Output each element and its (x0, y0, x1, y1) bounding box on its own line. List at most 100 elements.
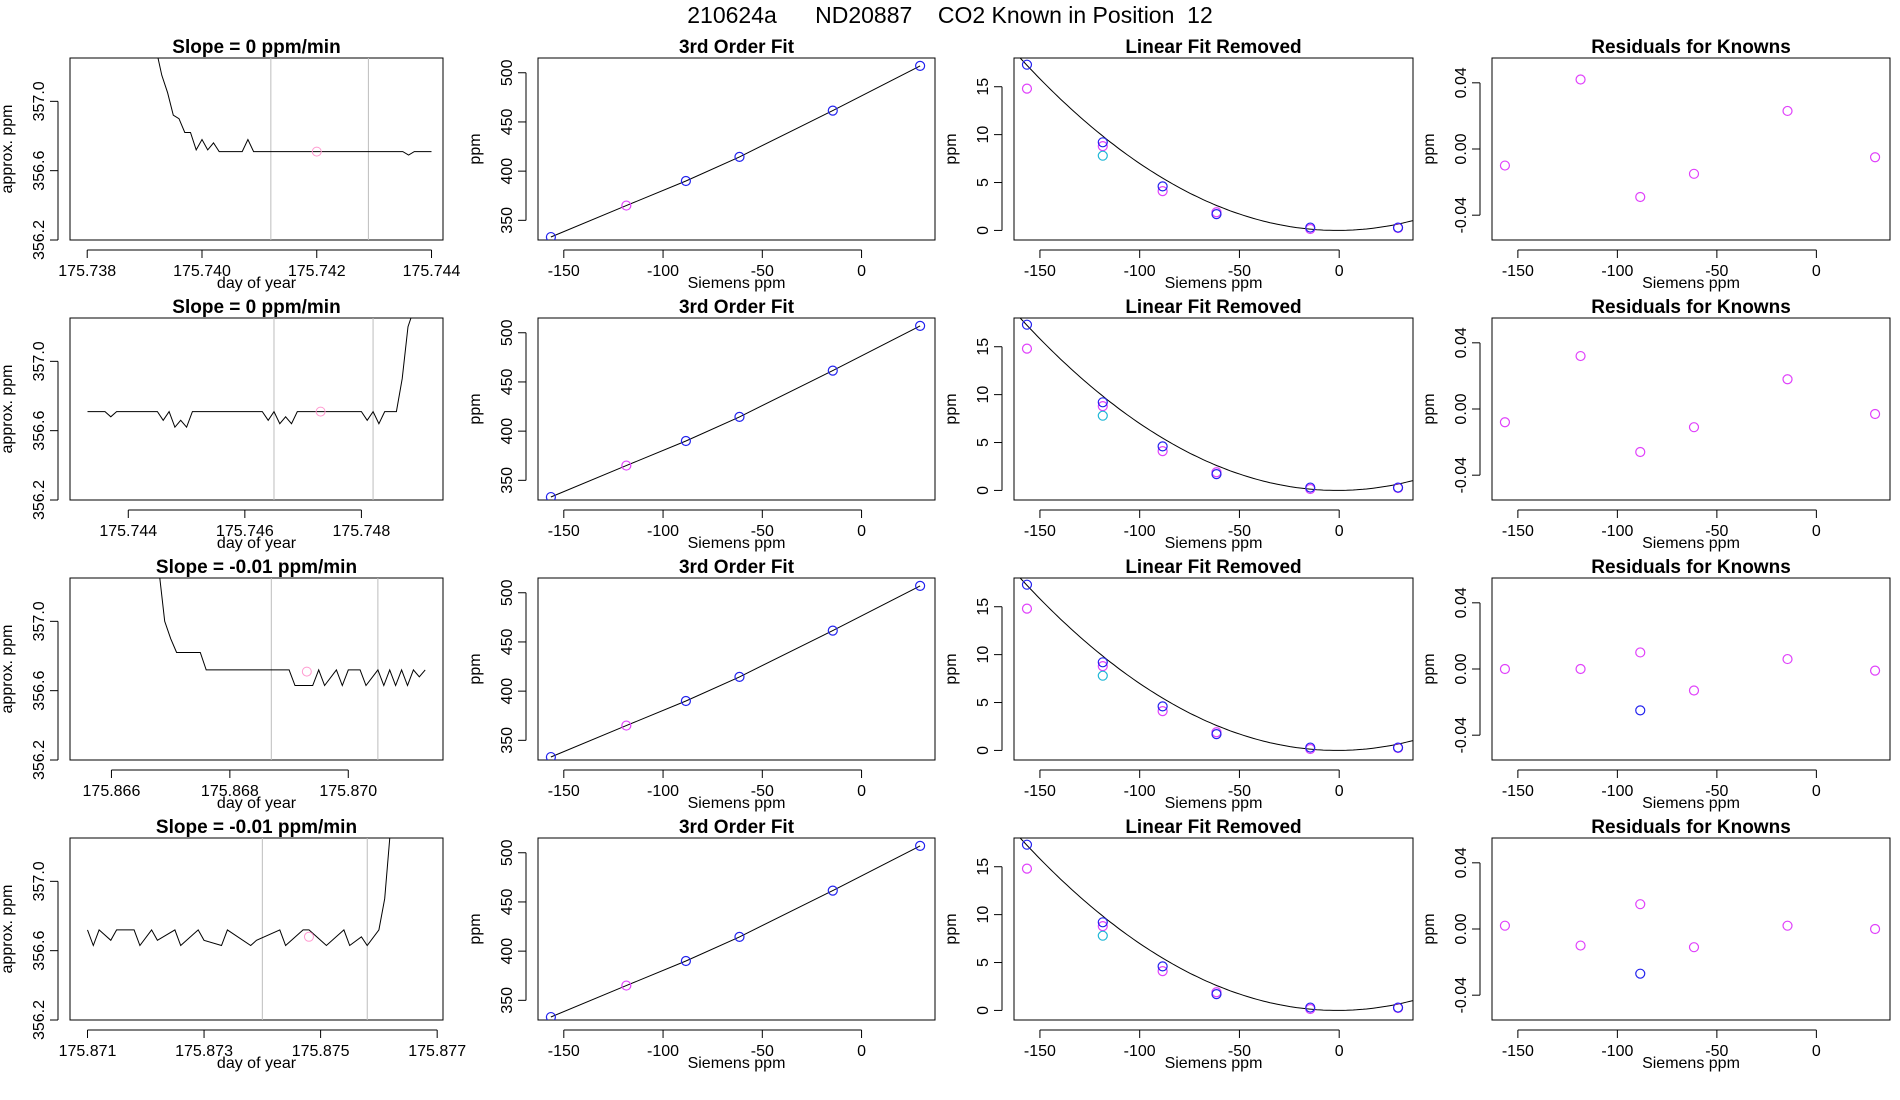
plot-area (159, 578, 426, 760)
chart-title: Residuals for Knowns (1591, 37, 1791, 58)
blue-point (1305, 222, 1316, 233)
y-tick-label: 0.04 (1453, 587, 1470, 618)
y-tick-label: 15 (975, 78, 992, 96)
data-point (827, 885, 838, 896)
x-tick-label: -100 (1601, 1043, 1633, 1060)
y-axis-label: approx. ppm (0, 105, 16, 194)
data-point (680, 175, 691, 187)
x-tick-label: -50 (1228, 523, 1251, 540)
x-tick-label: -50 (751, 263, 774, 280)
chart-title: Slope = 0 ppm/min (172, 37, 340, 58)
plot-frame (69, 577, 444, 761)
x-tick-label: -150 (548, 783, 580, 800)
residual-point (1869, 923, 1881, 935)
y-tick-label: 356.2 (31, 740, 48, 780)
x-tick-label: -100 (1601, 783, 1633, 800)
chart-title: Slope = -0.01 ppm/min (156, 817, 357, 838)
y-axis-label: ppm (943, 133, 960, 164)
blue-point (1021, 319, 1033, 330)
data-point (621, 720, 632, 731)
x-axis-label: Siemens ppm (1642, 1055, 1740, 1072)
x-tick-label: -50 (751, 1043, 774, 1060)
residual-point-blue (1635, 968, 1646, 979)
cyan-point (1097, 150, 1108, 161)
x-tick-label: 175.873 (175, 1043, 233, 1060)
y-tick-label: 0.04 (1453, 847, 1470, 878)
y-tick-label: 350 (499, 207, 516, 234)
y-tick-label: 0 (975, 1006, 992, 1015)
blue-point (1157, 181, 1168, 192)
plot-area (545, 320, 926, 500)
plot-frame (1491, 837, 1891, 1021)
plot-frame (1013, 317, 1414, 501)
x-axis-label: day of year (217, 535, 297, 552)
series-line (87, 318, 412, 429)
chart-panel-fit-3: 3rd Order Fit -150 -100 -50 0 Siemens ppm 350 4… (467, 817, 936, 1072)
series-line (157, 58, 432, 156)
y-tick-label: 450 (499, 889, 516, 916)
chart-title: Linear Fit Removed (1125, 817, 1301, 838)
residual-point (1635, 899, 1646, 910)
chart-panel-fit-1: 3rd Order Fit -150 -100 -50 0 Siemens ppm 350 4… (467, 297, 936, 552)
x-tick-label: 175.740 (173, 263, 231, 280)
x-tick-label: 175.738 (58, 263, 116, 280)
x-tick-label: -50 (1228, 783, 1251, 800)
blue-point (1157, 961, 1168, 972)
quadratic-curve (1019, 578, 1413, 751)
x-axis-label: day of year (217, 1055, 297, 1072)
y-tick-label: 0.00 (1453, 133, 1470, 164)
x-tick-label: 175.742 (288, 263, 346, 280)
residual-point (1575, 663, 1586, 675)
x-tick-label: -50 (1705, 523, 1728, 540)
chart-title: 3rd Order Fit (679, 37, 795, 58)
residual-point-blue (1635, 705, 1646, 716)
x-tick-label: -150 (548, 1043, 580, 1060)
plot-frame (1013, 57, 1414, 241)
x-tick-label: -150 (1502, 1043, 1534, 1060)
data-point (827, 105, 838, 116)
x-tick-label: 0 (857, 783, 866, 800)
chart-panel-timeseries-0: Slope = 0 ppm/min 175.738 175.740 175.742 17… (0, 37, 461, 292)
plot-frame (69, 837, 444, 1021)
x-axis-label: Siemens ppm (1165, 795, 1263, 812)
y-tick-label: 10 (975, 906, 992, 924)
blue-point (1021, 579, 1033, 590)
y-tick-label: 500 (499, 839, 516, 866)
chart-panel-linear-0: Linear Fit Removed -150 -100 -50 0 Siemens pp… (943, 37, 1414, 292)
chart-panel-linear-2: Linear Fit Removed -150 -100 -50 0 Siemens pp… (943, 557, 1414, 812)
x-tick-label: 175.866 (83, 783, 141, 800)
page-title: 210624a ND20887 CO2 Known in Position 12 (687, 2, 1213, 28)
y-axis-label: ppm (1421, 913, 1438, 944)
x-tick-label: -150 (1024, 1043, 1056, 1060)
magenta-point (1157, 186, 1168, 197)
chart-title: 3rd Order Fit (679, 817, 795, 838)
blue-point (1305, 1002, 1316, 1013)
chart-panel-residuals-2: Residuals for Knowns -150 -100 -50 0 Siemens … (1421, 557, 1891, 812)
x-tick-label: 175.744 (99, 523, 157, 540)
x-tick-label: -100 (647, 523, 679, 540)
x-tick-label: 175.871 (59, 1043, 117, 1060)
blue-point (1392, 482, 1404, 493)
y-tick-label: 350 (499, 987, 516, 1014)
x-tick-label: -100 (1124, 783, 1156, 800)
y-tick-label: 10 (975, 126, 992, 144)
x-tick-label: 175.875 (292, 1043, 350, 1060)
x-tick-label: -150 (1502, 523, 1534, 540)
x-tick-label: 0 (1812, 523, 1821, 540)
y-tick-label: 0 (975, 486, 992, 495)
y-tick-label: 357.0 (31, 81, 48, 121)
x-axis-label: Siemens ppm (688, 1055, 786, 1072)
x-tick-label: -100 (1124, 523, 1156, 540)
y-axis-label: ppm (943, 653, 960, 684)
blue-point (1211, 209, 1222, 220)
y-tick-label: 15 (975, 338, 992, 356)
blue-point (1021, 59, 1033, 70)
x-axis-label: Siemens ppm (688, 795, 786, 812)
y-tick-label: 356.2 (31, 220, 48, 260)
y-tick-label: 0.04 (1453, 327, 1470, 358)
data-point (680, 955, 691, 967)
y-tick-label: 450 (499, 369, 516, 396)
data-point (734, 931, 745, 942)
x-tick-label: -100 (647, 1043, 679, 1060)
blue-point (1021, 839, 1033, 850)
